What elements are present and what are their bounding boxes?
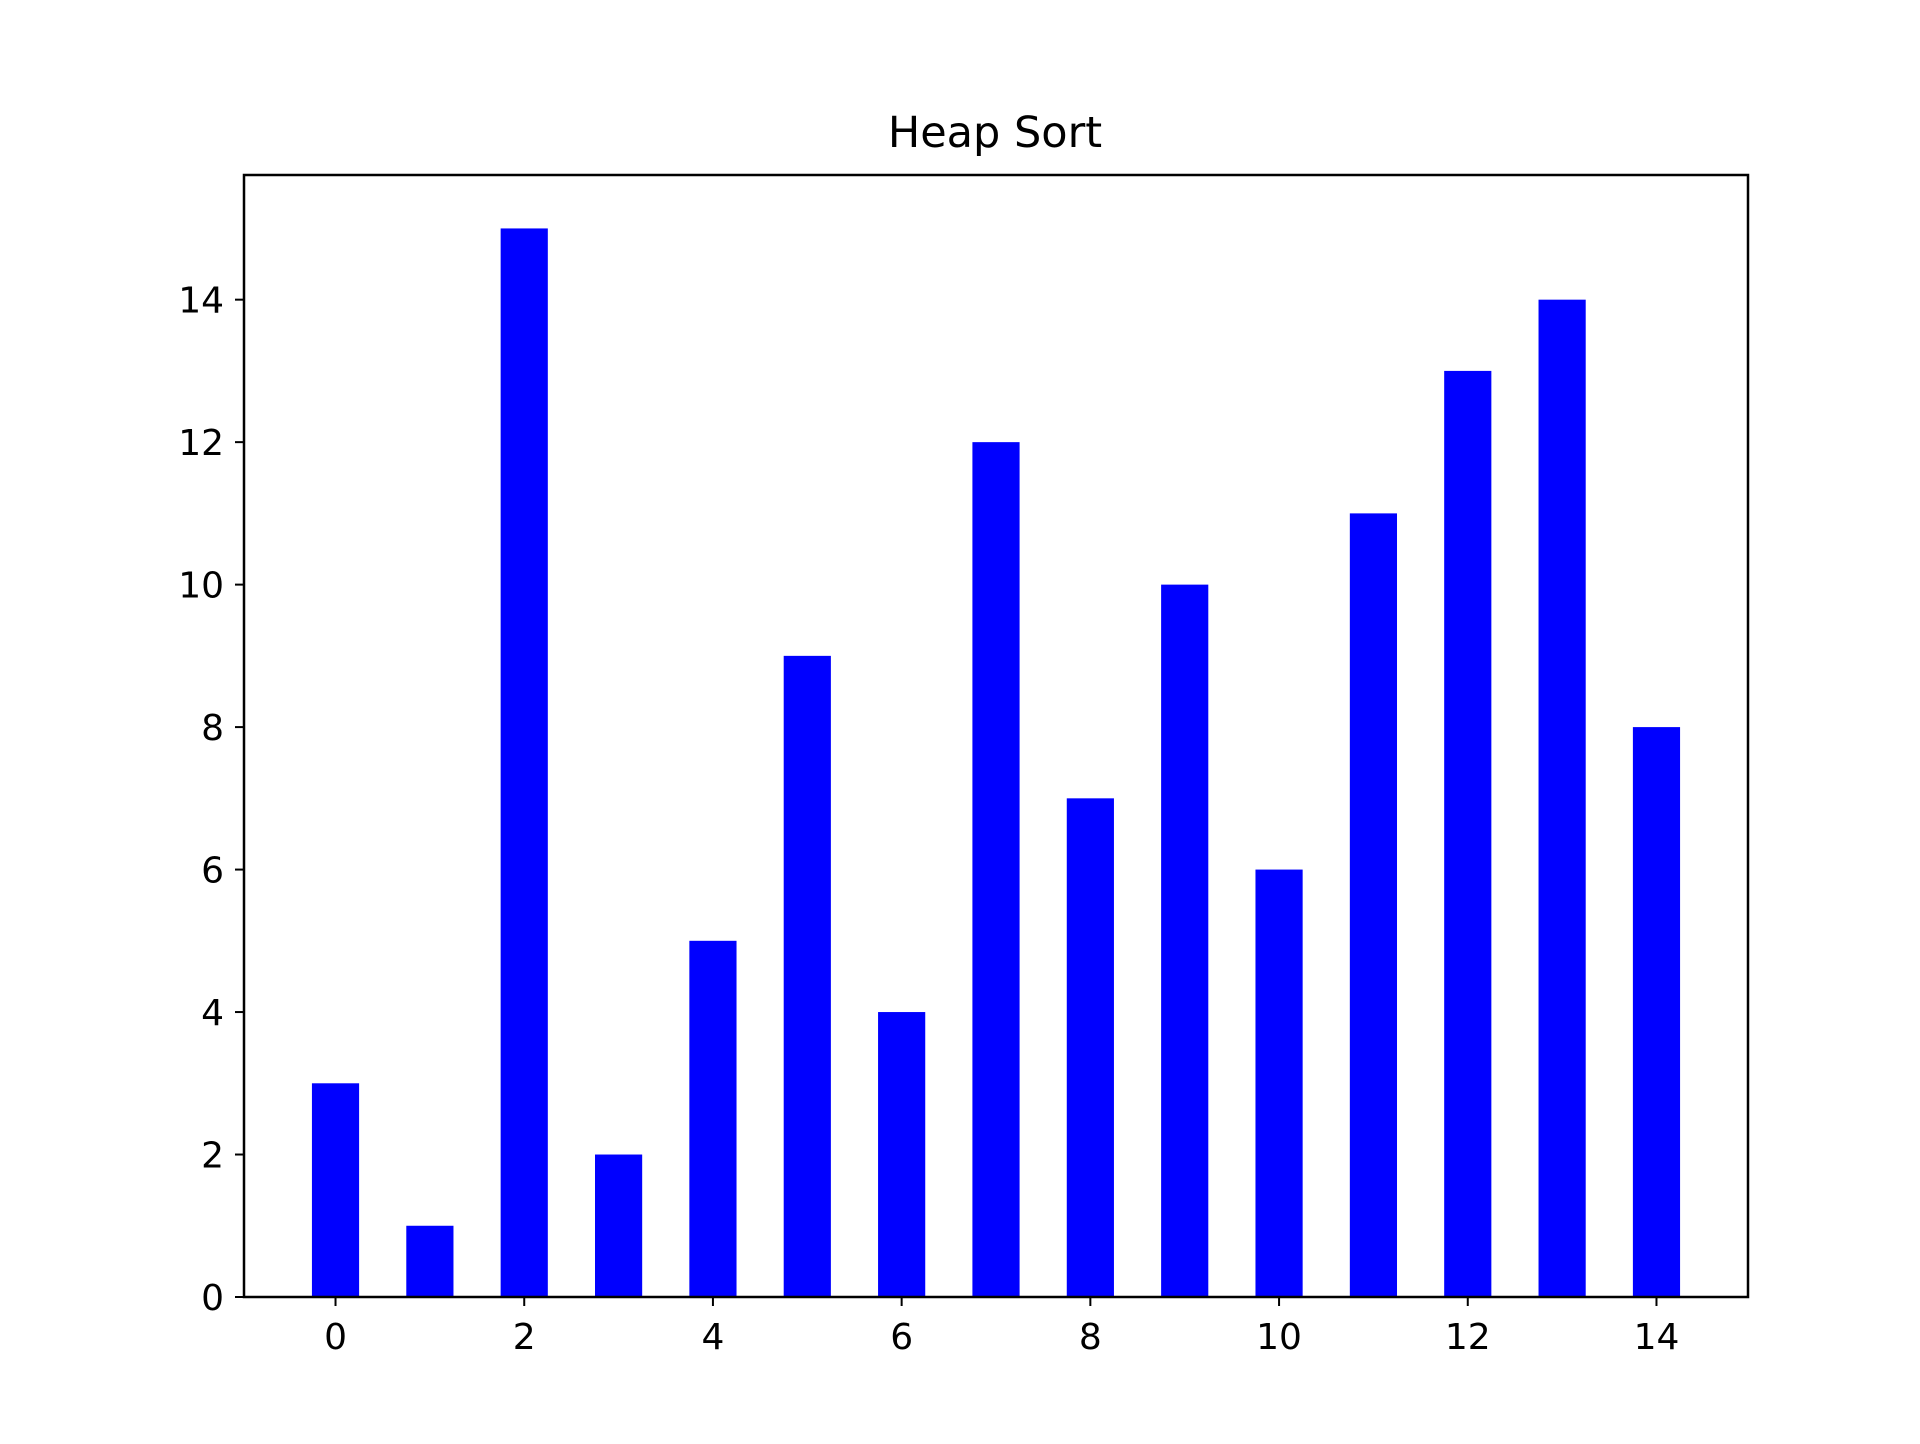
y-tick-label-6: 6 (201, 851, 224, 892)
y-tick-label-2: 2 (201, 1136, 224, 1177)
y-tick-label-4: 4 (201, 993, 224, 1034)
x-tick-label-2: 2 (513, 1317, 536, 1358)
y-tick-label-0: 0 (201, 1278, 224, 1319)
bar-9 (1161, 584, 1209, 1297)
chart-title: Heap Sort (888, 108, 1102, 158)
bar-3 (595, 1154, 643, 1297)
bar-14 (1632, 727, 1681, 1297)
bar-7 (972, 442, 1020, 1297)
bar-2 (500, 228, 548, 1298)
y-axis-ticks: 0 2 4 6 8 10 12 14 (178, 281, 244, 1319)
plot-frame (242, 173, 1750, 1299)
x-axis-ticks: 0 2 4 6 8 10 12 14 (324, 1297, 1679, 1358)
bars-group (311, 228, 1681, 1298)
bar-0 (311, 1083, 360, 1297)
x-tick-label-0: 0 (324, 1317, 347, 1358)
x-tick-label-14: 14 (1634, 1317, 1680, 1358)
y-tick-label-8: 8 (201, 708, 224, 749)
bar-1 (406, 1225, 454, 1297)
x-tick-label-4: 4 (701, 1317, 724, 1358)
bar-4 (689, 940, 737, 1297)
y-tick-label-14: 14 (178, 281, 224, 322)
bar-11 (1349, 513, 1398, 1297)
bar-6 (878, 1012, 926, 1297)
y-tick-label-12: 12 (178, 423, 224, 464)
x-tick-label-6: 6 (890, 1317, 913, 1358)
bar-5 (783, 655, 831, 1297)
bar-12 (1444, 370, 1492, 1297)
x-tick-label-12: 12 (1445, 1317, 1491, 1358)
bar-8 (1066, 798, 1114, 1297)
x-tick-label-8: 8 (1079, 1317, 1102, 1358)
bar-13 (1538, 299, 1586, 1297)
bar-10 (1255, 869, 1303, 1297)
x-tick-label-10: 10 (1256, 1317, 1302, 1358)
y-tick-label-10: 10 (178, 566, 224, 607)
